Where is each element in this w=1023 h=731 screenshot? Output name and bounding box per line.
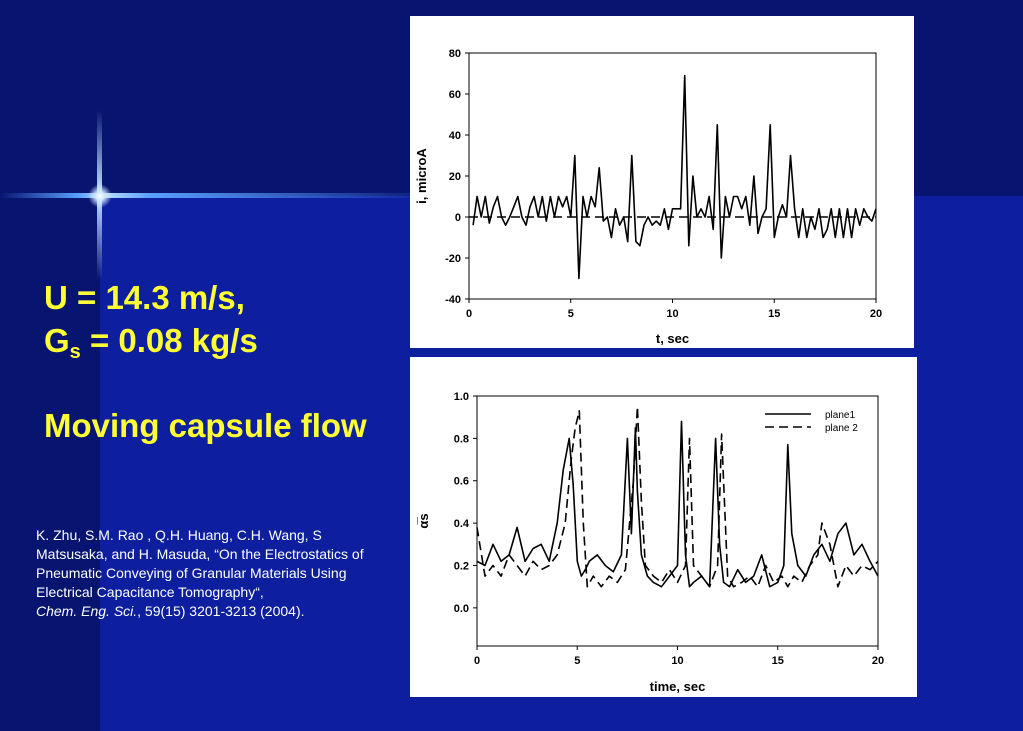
- y-tick-label: 60: [449, 89, 461, 101]
- y-tick-label: 0.0: [454, 603, 469, 615]
- x-tick-label: 5: [568, 308, 574, 320]
- decorative-star-glow: [88, 184, 112, 208]
- chart-current: 0 5 10 15 20 80 60 40 20 0 -20 -40 t, sec i, microA: [414, 48, 882, 346]
- citation: K. Zhu, S.M. Rao , Q.H. Huang, C.H. Wang…: [36, 526, 386, 621]
- chart-current-panel: 0 5 10 15 20 80 60 40 20 0 -20 -40 t, sec i, microA: [410, 16, 914, 348]
- x-tick-label: 10: [666, 308, 678, 320]
- plot-frame: [476, 395, 879, 647]
- title-velocity: U = 14.3 m/s,: [44, 279, 245, 316]
- y-tick-label: 0.4: [454, 518, 470, 530]
- background-left-band: [0, 196, 100, 731]
- y-tick-label: 0: [455, 212, 461, 224]
- y-tick-label: 1.0: [454, 391, 469, 403]
- citation-journal: Chem. Eng. Sci.: [36, 603, 138, 619]
- y-tick-label: 0.2: [454, 560, 469, 572]
- y-tick-label: 40: [449, 130, 461, 142]
- x-tick-label: 20: [872, 655, 884, 667]
- slide-subtitle: Moving capsule flow: [44, 407, 367, 444]
- y-axis-label: α̅s: [416, 513, 431, 528]
- y-tick-label: -40: [445, 294, 461, 306]
- y-tick-label: 80: [449, 48, 461, 60]
- legend-label-2: plane 2: [825, 423, 858, 434]
- x-axis-label: t, sec: [656, 331, 689, 346]
- title-g: G: [44, 322, 70, 359]
- series-line-1: [472, 74, 877, 280]
- series-line-2: [476, 405, 879, 588]
- y-tick-label: 0.8: [454, 433, 469, 445]
- title-g-value: = 0.08 kg/s: [80, 322, 258, 359]
- x-tick-label: 20: [870, 308, 882, 320]
- y-axis-label: i, microA: [414, 148, 429, 204]
- slide-title: U = 14.3 m/s, Gs = 0.08 kg/s: [44, 276, 258, 374]
- x-tick-label: 0: [466, 308, 472, 320]
- title-mass-flux: Gs = 0.08 kg/s: [44, 319, 258, 374]
- x-tick-label: 15: [772, 655, 784, 667]
- x-tick-label: 5: [574, 655, 580, 667]
- title-g-subscript: s: [69, 341, 81, 363]
- y-tick-label: 0.6: [454, 476, 469, 488]
- y-tick-label: -20: [445, 253, 461, 265]
- x-tick-label: 15: [768, 308, 780, 320]
- x-tick-label: 10: [671, 655, 683, 667]
- y-tick-label: 20: [449, 171, 461, 183]
- legend-label-1: plane1: [825, 410, 855, 421]
- plot-frame: [468, 52, 877, 300]
- series-line-1: [476, 420, 879, 588]
- decorative-light-streak: [0, 193, 440, 198]
- chart-solids-fraction: 0 5 10 15 20 1.0 0.8 0.6 0.4 0.2 0.0 time, sec α̅s pl…: [416, 391, 884, 694]
- chart-solids-fraction-panel: 0 5 10 15 20 1.0 0.8 0.6 0.4 0.2 0.0 time, sec α̅s pl…: [410, 357, 917, 697]
- citation-volume: , 59(15) 3201-3213 (2004).: [137, 603, 305, 619]
- citation-authors-title: K. Zhu, S.M. Rao , Q.H. Huang, C.H. Wang…: [36, 527, 364, 600]
- x-tick-label: 0: [474, 655, 480, 667]
- x-axis-label: time, sec: [650, 679, 706, 694]
